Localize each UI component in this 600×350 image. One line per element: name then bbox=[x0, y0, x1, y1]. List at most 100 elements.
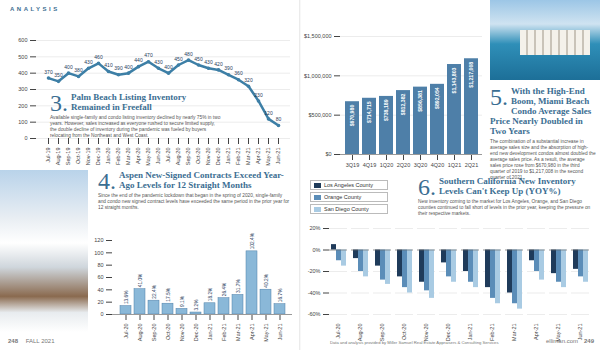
svg-text:Oct-20: Oct-20 bbox=[165, 324, 171, 341]
svg-text:9.1%: 9.1% bbox=[180, 295, 185, 307]
svg-text:$1,000,000: $1,000,000 bbox=[304, 73, 332, 79]
svg-text:400: 400 bbox=[124, 64, 133, 70]
svg-text:Jun-21: Jun-21 bbox=[577, 324, 583, 341]
svg-text:1Q20: 1Q20 bbox=[380, 162, 393, 168]
svg-text:400: 400 bbox=[18, 70, 27, 76]
svg-text:Jan-21: Jan-21 bbox=[467, 324, 473, 341]
svg-text:0: 0 bbox=[100, 311, 103, 317]
svg-text:410: 410 bbox=[104, 62, 113, 68]
svg-text:480: 480 bbox=[184, 51, 193, 57]
svg-text:$1,143,803: $1,143,803 bbox=[451, 67, 457, 93]
svg-text:450: 450 bbox=[174, 56, 183, 62]
svg-text:Apr-21: Apr-21 bbox=[249, 324, 255, 341]
svg-text:Sep-19: Sep-19 bbox=[65, 148, 71, 166]
svg-text:60: 60 bbox=[97, 274, 103, 280]
svg-text:2Q20: 2Q20 bbox=[397, 162, 410, 168]
svg-text:Jun-20: Jun-20 bbox=[155, 148, 161, 165]
svg-text:Aug-20: Aug-20 bbox=[137, 324, 143, 342]
svg-text:Jul-19: Jul-19 bbox=[45, 148, 51, 163]
svg-text:400: 400 bbox=[164, 64, 173, 70]
svg-text:430: 430 bbox=[154, 59, 163, 65]
svg-text:370: 370 bbox=[44, 69, 53, 75]
svg-text:Aug-20: Aug-20 bbox=[357, 324, 363, 342]
svg-text:$500,000: $500,000 bbox=[309, 112, 332, 118]
svg-text:Oct-19: Oct-19 bbox=[75, 148, 81, 165]
svg-text:Jul-20: Jul-20 bbox=[165, 148, 171, 163]
svg-text:Oct-20: Oct-20 bbox=[195, 148, 201, 165]
svg-text:Mar-21: Mar-21 bbox=[245, 148, 251, 165]
svg-text:Jul-20: Jul-20 bbox=[335, 324, 341, 339]
svg-text:430: 430 bbox=[204, 59, 213, 65]
svg-text:3Q20: 3Q20 bbox=[414, 162, 427, 168]
svg-text:3Q19: 3Q19 bbox=[346, 162, 359, 168]
svg-text:Apr-21: Apr-21 bbox=[533, 324, 539, 341]
svg-text:Nov-20: Nov-20 bbox=[179, 324, 185, 342]
svg-text:120: 120 bbox=[264, 110, 273, 116]
svg-text:470: 470 bbox=[144, 52, 153, 58]
svg-text:Feb-21: Feb-21 bbox=[221, 324, 227, 341]
svg-text:100: 100 bbox=[18, 119, 27, 125]
svg-text:Mar-21: Mar-21 bbox=[235, 324, 241, 341]
svg-text:390: 390 bbox=[224, 65, 233, 71]
svg-text:20: 20 bbox=[97, 299, 103, 305]
svg-text:0%: 0% bbox=[313, 247, 321, 253]
svg-text:17.5%: 17.5% bbox=[166, 287, 171, 301]
svg-text:20%: 20% bbox=[309, 225, 320, 231]
svg-text:500: 500 bbox=[18, 54, 27, 60]
svg-text:80: 80 bbox=[276, 116, 282, 122]
svg-text:$0: $0 bbox=[325, 151, 331, 157]
svg-text:460: 460 bbox=[94, 54, 103, 60]
svg-text:80: 80 bbox=[97, 262, 103, 268]
svg-text:200: 200 bbox=[18, 103, 27, 109]
svg-text:390: 390 bbox=[114, 65, 123, 71]
svg-text:Oct-20: Oct-20 bbox=[401, 324, 407, 341]
svg-text:Jan-21: Jan-21 bbox=[207, 324, 213, 341]
svg-text:26.4%: 26.4% bbox=[222, 282, 227, 296]
svg-text:1Q21: 1Q21 bbox=[448, 162, 461, 168]
svg-text:2Q21: 2Q21 bbox=[465, 162, 478, 168]
svg-text:41.0%: 41.0% bbox=[138, 273, 143, 287]
svg-text:Dec-20: Dec-20 bbox=[215, 148, 221, 166]
svg-text:$892,054: $892,054 bbox=[434, 87, 440, 109]
svg-text:Feb-20: Feb-20 bbox=[115, 148, 121, 165]
svg-text:May-20: May-20 bbox=[145, 148, 151, 166]
svg-text:$738,189: $738,189 bbox=[383, 99, 389, 121]
svg-text:420: 420 bbox=[214, 61, 223, 67]
svg-text:Dec-20: Dec-20 bbox=[445, 324, 451, 342]
svg-text:Nov-20: Nov-20 bbox=[205, 148, 211, 166]
svg-text:100: 100 bbox=[94, 250, 103, 256]
svg-text:Jan-20: Jan-20 bbox=[105, 148, 111, 165]
svg-text:450: 450 bbox=[194, 56, 203, 62]
svg-text:Jan-21: Jan-21 bbox=[225, 148, 231, 165]
svg-text:-40%: -40% bbox=[308, 290, 321, 296]
svg-text:22.4%: 22.4% bbox=[152, 284, 157, 298]
svg-text:May-21: May-21 bbox=[263, 324, 269, 342]
svg-text:Feb-21: Feb-21 bbox=[235, 148, 241, 165]
svg-text:230: 230 bbox=[254, 92, 263, 98]
svg-text:Mar-20: Mar-20 bbox=[125, 148, 131, 165]
svg-text:$1,217,008: $1,217,008 bbox=[468, 62, 474, 88]
svg-text:Apr-20: Apr-20 bbox=[135, 148, 141, 165]
svg-text:4Q20: 4Q20 bbox=[431, 162, 444, 168]
svg-text:Jul-20: Jul-20 bbox=[123, 324, 129, 339]
svg-text:16.7%: 16.7% bbox=[278, 288, 283, 302]
svg-text:$670,980: $670,980 bbox=[349, 105, 355, 127]
svg-text:$714,715: $714,715 bbox=[366, 101, 372, 123]
svg-text:300: 300 bbox=[18, 86, 27, 92]
svg-text:Aug-19: Aug-19 bbox=[55, 148, 61, 166]
svg-text:Mar-21: Mar-21 bbox=[511, 324, 517, 341]
svg-text:-20%: -20% bbox=[308, 268, 321, 274]
svg-text:320: 320 bbox=[244, 77, 253, 83]
svg-text:Jun-21: Jun-21 bbox=[275, 148, 281, 165]
svg-text:120: 120 bbox=[94, 237, 103, 243]
svg-text:0: 0 bbox=[24, 135, 27, 141]
svg-text:Nov-19: Nov-19 bbox=[85, 148, 91, 166]
svg-text:360: 360 bbox=[234, 70, 243, 76]
svg-text:Jun-21: Jun-21 bbox=[277, 324, 283, 341]
svg-text:$856,381: $856,381 bbox=[417, 90, 423, 112]
svg-text:3.2%: 3.2% bbox=[194, 299, 199, 311]
svg-text:Sep-20: Sep-20 bbox=[151, 324, 157, 342]
svg-text:Sep-20: Sep-20 bbox=[379, 324, 385, 342]
svg-text:$812,382: $812,382 bbox=[400, 93, 406, 115]
svg-text:380: 380 bbox=[74, 67, 83, 73]
